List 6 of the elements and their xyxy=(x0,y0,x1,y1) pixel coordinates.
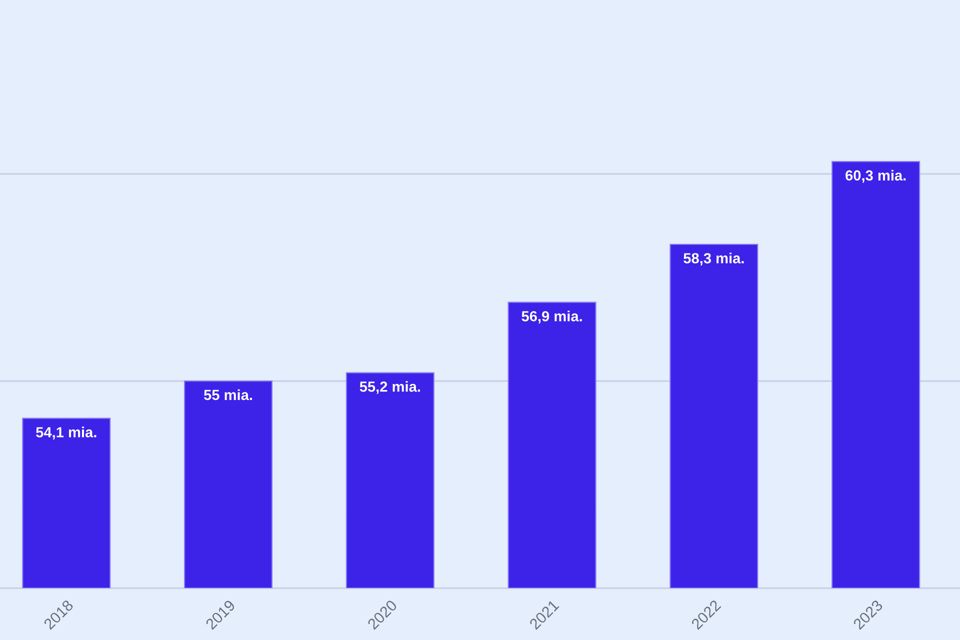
data-label: 54,1 mia. xyxy=(36,426,96,440)
data-label: 55,2 mia. xyxy=(360,381,420,394)
data-label: 56,9 mia. xyxy=(522,310,582,324)
data-label: 55 mia. xyxy=(204,389,252,400)
data-label: 60,3 mia. xyxy=(846,170,906,183)
data-label: 58,3 mia. xyxy=(684,252,744,266)
